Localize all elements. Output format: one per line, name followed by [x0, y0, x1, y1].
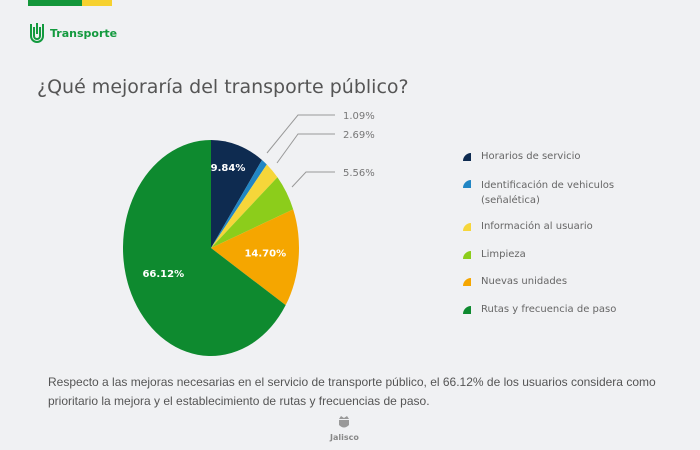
pie-slice: [211, 164, 278, 248]
pie-slice: [123, 140, 286, 356]
legend-item: Horarios de servicio: [463, 151, 581, 162]
legend-item: Identificación de vehiculos (señalética): [463, 178, 631, 208]
slice-label: 1.09%: [343, 111, 375, 122]
legend-swatch: [463, 153, 471, 161]
legend-swatch: [463, 223, 471, 231]
brand-name: Transporte: [50, 26, 118, 40]
leader-line: [291, 171, 335, 188]
crown-shield-icon: [339, 416, 350, 428]
pie-slice: [211, 209, 299, 306]
legend-label: Rutas y frecuencia de paso: [481, 304, 617, 315]
header-stripe-yellow: [82, 0, 112, 6]
jalisco-seal: Jalisco: [330, 415, 359, 442]
chart-title: ¿Qué mejoraría del transporte público?: [37, 76, 409, 98]
header-stripe-green: [28, 0, 82, 6]
legend-swatch: [463, 251, 471, 259]
legend-item: Información al usuario: [463, 221, 593, 232]
legend-swatch: [463, 180, 471, 188]
leader-line: [266, 114, 335, 154]
pie-slice: [211, 159, 267, 248]
pie-slice: [211, 140, 263, 248]
pie-slice: [211, 177, 294, 248]
brand-logo: Transporte: [29, 22, 117, 44]
legend-item: Limpieza: [463, 249, 526, 260]
legend-label: Horarios de servicio: [481, 151, 581, 162]
legend-item: Nuevas unidades: [463, 276, 567, 287]
slice-label: 5.56%: [343, 168, 375, 179]
transporte-logo-icon: [30, 23, 44, 43]
slice-label: 9.84%: [211, 163, 246, 174]
leader-line: [276, 133, 335, 164]
legend-label: Información al usuario: [481, 221, 593, 232]
legend-item: Rutas y frecuencia de paso: [463, 304, 616, 315]
description-text: Respecto a las mejoras necesarias en el …: [48, 375, 656, 408]
legend-swatch: [463, 278, 471, 286]
seal-text: Jalisco: [330, 433, 359, 442]
slice-label: 66.12%: [142, 269, 184, 280]
legend-label: Nuevas unidades: [481, 276, 568, 287]
slice-label: 14.70%: [244, 249, 286, 260]
legend-swatch: [463, 306, 471, 314]
legend-label: Identificación de vehiculos (señalética): [481, 180, 615, 206]
slice-label: 2.69%: [343, 130, 375, 141]
legend-label: Limpieza: [481, 249, 526, 260]
